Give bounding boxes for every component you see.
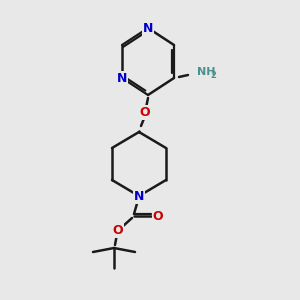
- Text: N: N: [134, 190, 144, 202]
- Text: 2: 2: [210, 71, 216, 80]
- Text: N: N: [117, 71, 127, 85]
- Text: O: O: [140, 106, 150, 118]
- Text: O: O: [153, 209, 163, 223]
- Text: NH: NH: [197, 67, 215, 77]
- Text: N: N: [143, 22, 153, 34]
- Text: O: O: [113, 224, 123, 236]
